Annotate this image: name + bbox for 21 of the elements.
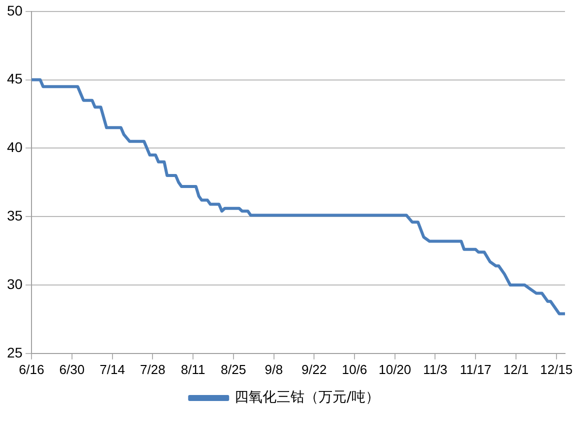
x-tick-label: 12/15	[540, 362, 573, 377]
x-tick-label: 6/30	[59, 362, 85, 377]
y-tick-label: 30	[6, 276, 23, 292]
x-tick-label: 11/17	[460, 362, 492, 377]
x-tick-label: 8/25	[220, 362, 246, 377]
x-tick-label: 6/16	[18, 362, 44, 377]
x-tick-label: 7/28	[140, 362, 166, 377]
x-tick-label: 9/8	[264, 362, 283, 377]
x-tick-label: 10/6	[342, 362, 368, 377]
y-tick-label: 50	[6, 2, 23, 18]
y-tick-label: 45	[6, 70, 23, 87]
y-tick-label: 35	[6, 207, 23, 224]
legend-label: 四氧化三钴（万元/吨）	[234, 390, 380, 406]
y-tick-label: 40	[6, 139, 23, 156]
x-tick-label: 7/14	[100, 362, 125, 377]
x-tick-label: 10/20	[378, 362, 412, 377]
x-tick-label: 8/11	[180, 362, 206, 377]
x-tick-label: 11/3	[423, 362, 448, 377]
x-tick-label: 9/22	[301, 362, 327, 377]
y-tick-label: 25	[6, 344, 23, 360]
x-tick-label: 12/1	[503, 362, 529, 377]
